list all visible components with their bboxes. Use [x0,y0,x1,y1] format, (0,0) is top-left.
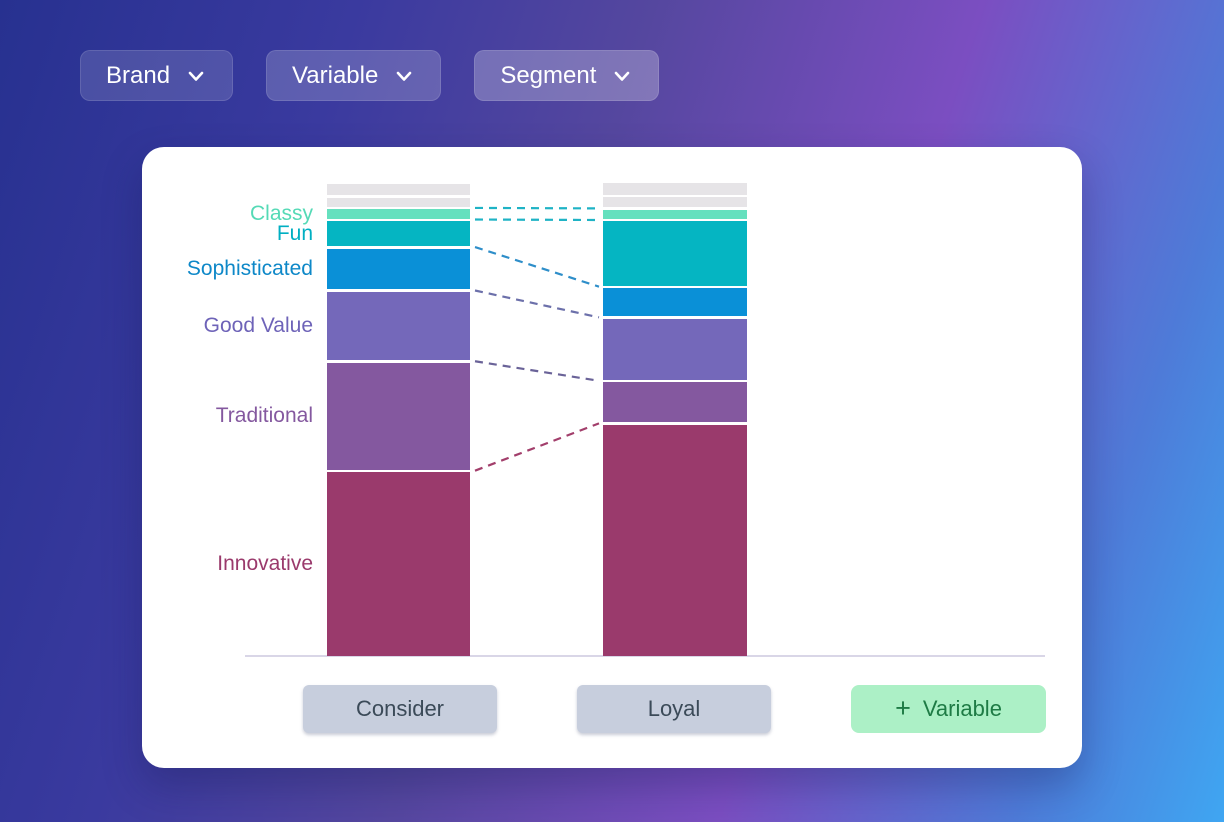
bar-segment-other[interactable] [603,183,747,195]
bar-segment-traditional[interactable] [603,382,747,423]
connector-line [474,289,600,319]
segment-label-traditional: Traditional [215,404,313,428]
segment-label-fun: Fun [276,221,313,245]
bar-segment-classy[interactable] [603,209,747,219]
connector-line [474,360,600,382]
variable-dropdown-button[interactable]: Variable [266,50,442,101]
bar-segment-fun[interactable] [327,221,470,247]
bar-segment-other[interactable] [327,183,470,196]
chart-card: Classy Fun Sophisticated Good Value Traditio… [142,147,1082,768]
bar-segment-good-value[interactable] [327,292,470,361]
bar-segment-traditional[interactable] [327,362,470,470]
chevron-down-icon [185,65,207,87]
segment-dropdown-button[interactable]: Segment [474,50,660,101]
bar-segment-sophisticated[interactable] [327,248,470,290]
connector-line [474,246,600,288]
bar-segment-other[interactable] [603,197,747,208]
segment-label-sophisticated: Sophisticated [186,257,313,281]
chevron-down-icon [611,65,633,87]
filters-row: Brand Variable Segment [80,50,660,101]
bar-segment-classy[interactable] [327,209,470,219]
bar-segment-other[interactable] [327,197,470,207]
stacked-bar-chart: Classy Fun Sophisticated Good Value Traditio… [142,147,1082,768]
x-axis-line [245,655,1045,657]
add-variable-label: Variable [922,696,1002,721]
connector-line [474,422,600,472]
segment-label-good-value: Good Value [203,314,313,338]
brand-dropdown-label: Brand [106,61,171,89]
bar-segment-innovative[interactable] [603,424,747,656]
brand-dropdown-button[interactable]: Brand [80,50,234,101]
loyal-category-button[interactable]: Loyal [577,685,771,733]
variable-dropdown-label: Variable [292,61,379,89]
segment-label-innovative: Innovative [217,552,313,576]
plus-icon: + [895,692,911,723]
segment-label-classy: Classy [249,201,313,225]
segment-dropdown-label: Segment [500,61,597,89]
consider-category-button[interactable]: Consider [303,685,497,733]
add-variable-button[interactable]: + Variable [851,685,1046,733]
bar-segment-innovative[interactable] [327,472,470,656]
bar-segment-fun[interactable] [603,221,747,286]
bar-segment-good-value[interactable] [603,318,747,380]
chevron-down-icon [393,65,415,87]
bar-segment-sophisticated[interactable] [603,288,747,317]
